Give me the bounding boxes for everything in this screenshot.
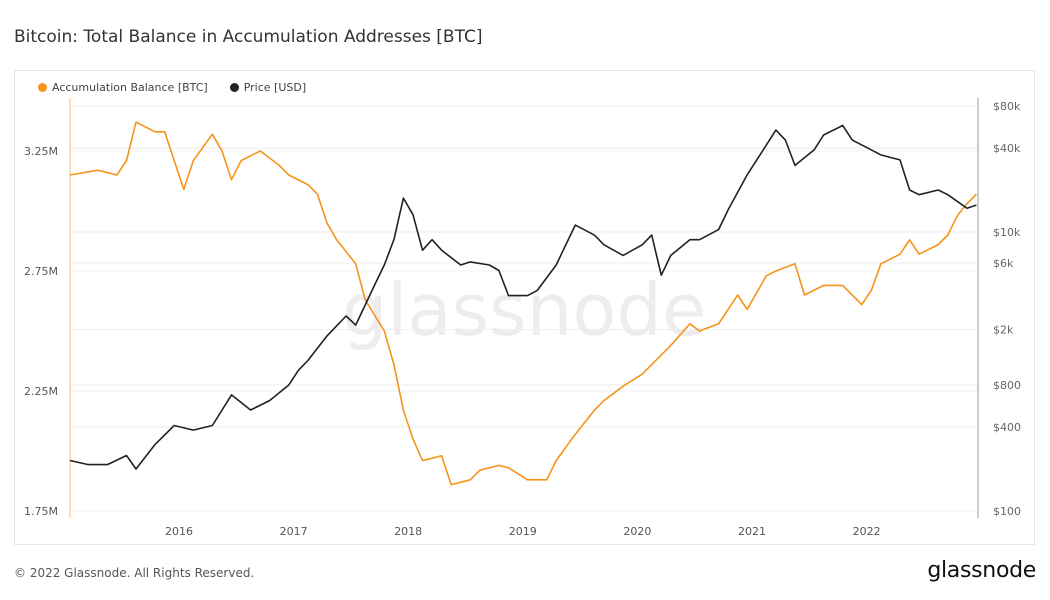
y-left-tick-label: 2.25M [24,385,58,398]
x-tick-label: 2017 [280,525,308,538]
y-right-tick-label: $80k [993,100,1021,113]
y-left-tick-label: 3.25M [24,145,58,158]
y-right-tick-label: $40k [993,142,1021,155]
y-right-tick-label: $10k [993,226,1021,239]
y-left-tick-label: 2.75M [24,265,58,278]
x-tick-label: 2016 [165,525,193,538]
y-right-tick-label: $800 [993,379,1021,392]
y-right-tick-label: $2k [993,324,1014,337]
y-left-tick-label: 1.75M [24,505,58,518]
chart-title: Bitcoin: Total Balance in Accumulation A… [14,27,483,47]
x-tick-label: 2019 [509,525,537,538]
x-tick-label: 2021 [738,525,766,538]
chart-card [14,70,1035,545]
glassnode-logo: glassnode [927,558,1036,583]
legend: Accumulation Balance [BTC] Price [USD] [38,81,306,94]
x-tick-label: 2018 [394,525,422,538]
legend-item-price[interactable]: Price [USD] [229,81,307,94]
legend-label: Accumulation Balance [BTC] [52,81,208,94]
y-right-tick-label: $100 [993,505,1021,518]
legend-dot-black-icon [229,83,239,92]
y-right-tick-label: $6k [993,257,1014,270]
x-tick-label: 2022 [853,525,881,538]
y-right-tick-label: $400 [993,421,1021,434]
legend-item-balance[interactable]: Accumulation Balance [BTC] [38,81,208,94]
series-line-accumulation-balance [69,121,977,486]
legend-dot-orange-icon [38,83,47,92]
watermark: glassnode [342,268,707,352]
series-line-price [69,124,977,470]
copyright: © 2022 Glassnode. All Rights Reserved. [14,566,255,580]
x-tick-label: 2020 [623,525,651,538]
legend-label: Price [USD] [243,81,307,94]
